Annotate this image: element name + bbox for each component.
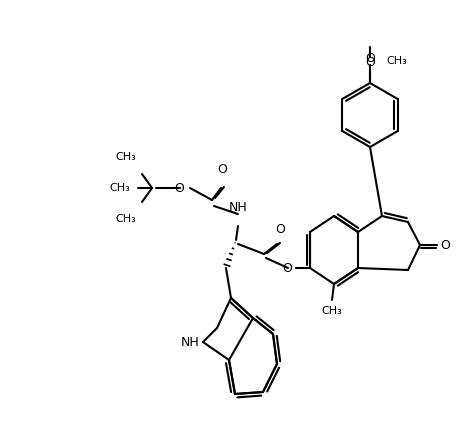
Text: CH₃: CH₃ <box>109 183 130 193</box>
Text: O: O <box>440 238 450 251</box>
Text: NH: NH <box>180 336 199 349</box>
Text: CH₃: CH₃ <box>322 306 342 316</box>
Text: CH₃: CH₃ <box>115 152 136 162</box>
Text: O: O <box>365 52 375 66</box>
Text: O: O <box>275 223 285 236</box>
Text: O: O <box>282 262 292 274</box>
Text: O: O <box>217 163 227 176</box>
Text: NH: NH <box>229 201 247 214</box>
Text: CH₃: CH₃ <box>115 214 136 224</box>
Text: CH₃: CH₃ <box>386 56 407 66</box>
Text: O: O <box>174 182 184 194</box>
Text: O: O <box>365 56 375 70</box>
